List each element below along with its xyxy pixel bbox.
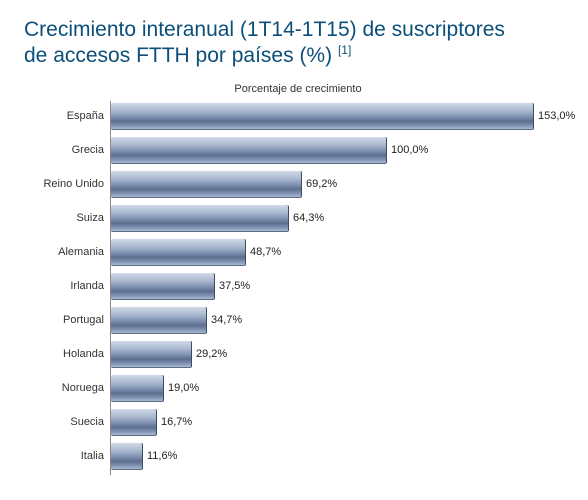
title-line-1: Crecimiento interanual (1T14-1T15) de su…	[24, 18, 505, 41]
y-label: Alemania	[28, 237, 110, 268]
bar-row: 69,2%	[111, 169, 568, 200]
y-axis-labels: EspañaGreciaReino UnidoSuizaAlemaniaIrla…	[28, 101, 110, 475]
bar-value-label: 100,0%	[391, 144, 428, 156]
chart-title: Crecimiento interanual (1T14-1T15) de su…	[0, 0, 588, 73]
bar	[111, 443, 143, 470]
y-label: Holanda	[28, 339, 110, 370]
y-label: España	[28, 101, 110, 132]
bar	[111, 409, 157, 436]
chart-plot: EspañaGreciaReino UnidoSuizaAlemaniaIrla…	[28, 101, 568, 475]
bar-value-label: 48,7%	[250, 246, 281, 258]
bar	[111, 205, 289, 232]
bar-value-label: 11,6%	[147, 450, 177, 462]
bar-value-label: 34,7%	[211, 314, 242, 326]
bar-row: 48,7%	[111, 237, 568, 268]
bar	[111, 341, 192, 368]
chart-container: Porcentaje de crecimiento EspañaGreciaRe…	[28, 83, 568, 475]
bar	[111, 103, 534, 130]
bar-value-label: 16,7%	[161, 416, 192, 428]
bar	[111, 273, 215, 300]
bar-value-label: 19,0%	[168, 382, 199, 394]
bar-row: 16,7%	[111, 407, 568, 438]
bar-value-label: 69,2%	[306, 178, 337, 190]
bar-row: 34,7%	[111, 305, 568, 336]
y-label: Italia	[28, 441, 110, 472]
bar	[111, 239, 246, 266]
y-label: Irlanda	[28, 271, 110, 302]
y-label: Noruega	[28, 373, 110, 404]
bar	[111, 137, 387, 164]
y-label: Suecia	[28, 407, 110, 438]
y-label: Grecia	[28, 135, 110, 166]
bar-row: 19,0%	[111, 373, 568, 404]
chart-subtitle: Porcentaje de crecimiento	[28, 83, 568, 95]
bar-value-label: 64,3%	[293, 212, 324, 224]
bar	[111, 375, 164, 402]
title-line-2a: de accesos FTTH por países (%)	[24, 44, 338, 67]
bar-row: 153,0%	[111, 101, 568, 132]
bar-value-label: 153,0%	[538, 110, 575, 122]
y-label: Reino Unido	[28, 169, 110, 200]
bar-row: 64,3%	[111, 203, 568, 234]
bar-row: 11,6%	[111, 441, 568, 472]
bar-value-label: 29,2%	[196, 348, 227, 360]
bar-value-label: 37,5%	[219, 280, 250, 292]
bar-row: 37,5%	[111, 271, 568, 302]
title-footnote-ref: [1]	[338, 43, 351, 57]
bar	[111, 171, 302, 198]
bars-area: 153,0% 100,0% 69,2% 64,3% 48,7% 37,5% 34,7% 29,…	[110, 101, 568, 475]
y-label: Portugal	[28, 305, 110, 336]
bar-row: 29,2%	[111, 339, 568, 370]
y-label: Suiza	[28, 203, 110, 234]
bar	[111, 307, 207, 334]
bar-row: 100,0%	[111, 135, 568, 166]
